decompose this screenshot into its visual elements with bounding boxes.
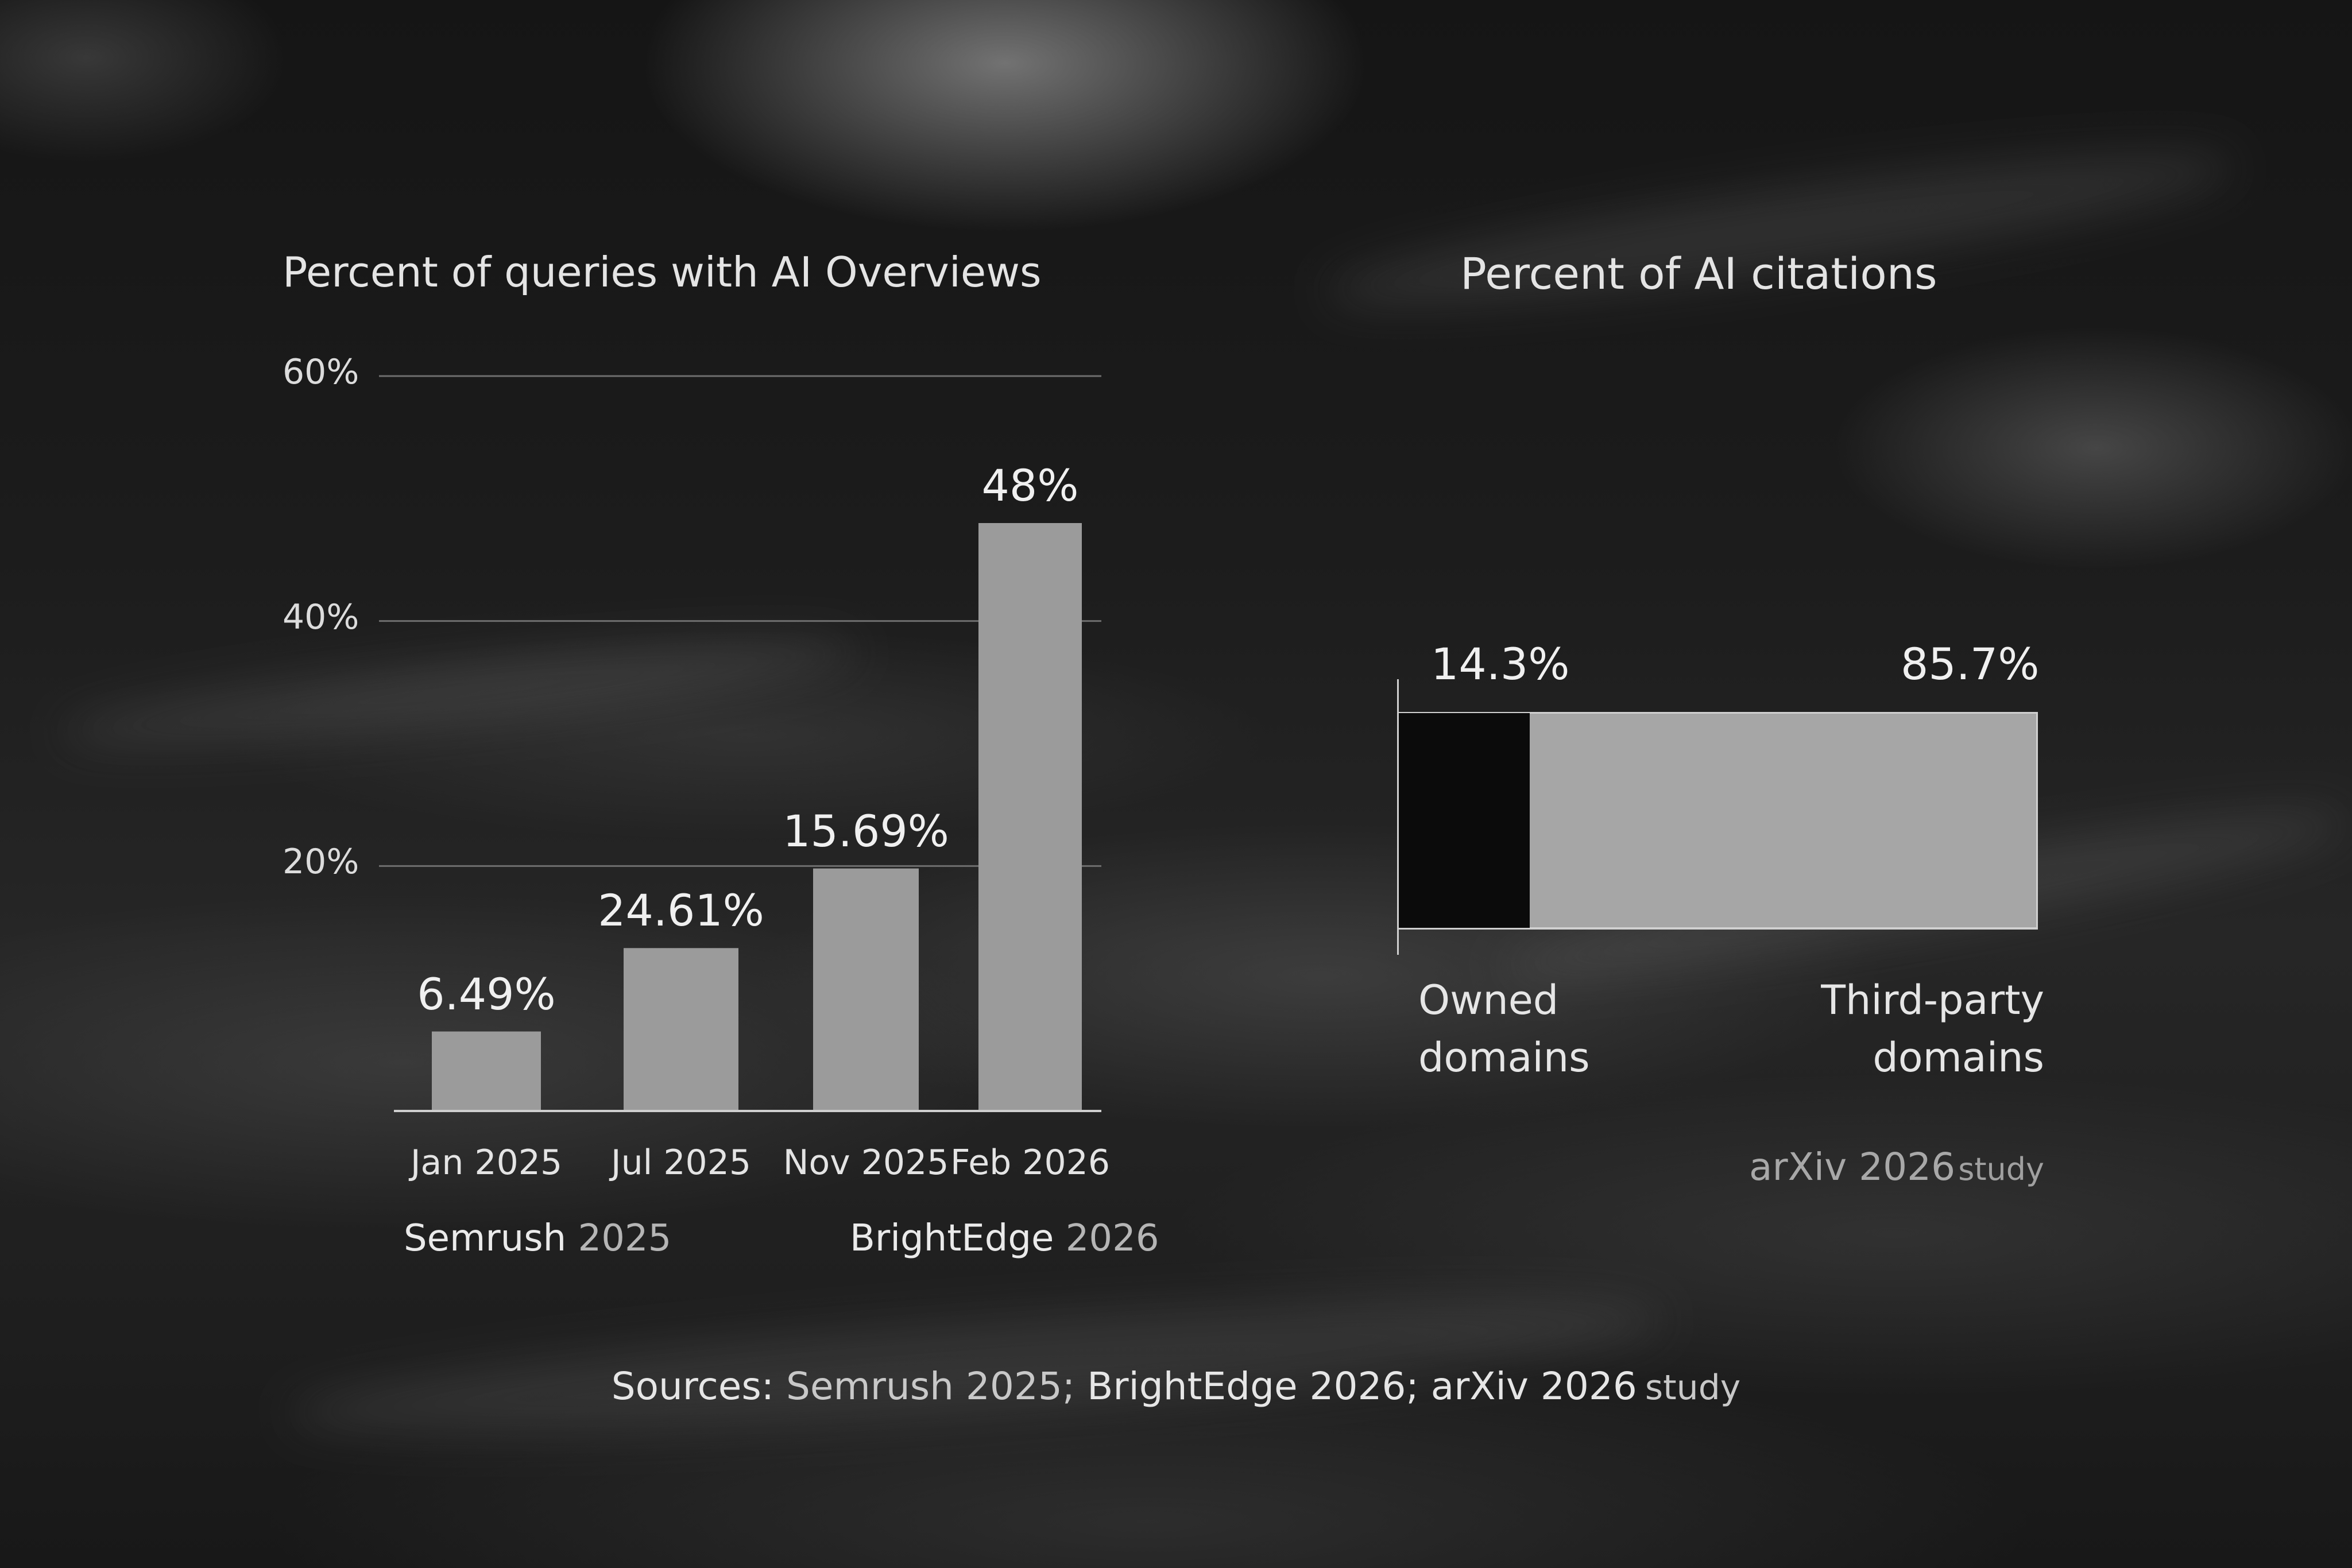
- bar-data-label: 6.49%: [417, 968, 556, 1020]
- left-chart-title: Percent of queries with AI Overviews: [283, 248, 1042, 296]
- x-tick-label: Jan 2025: [410, 1143, 563, 1183]
- source-brightedge: BrightEdge 2026: [850, 1217, 1159, 1260]
- source-suffix: study: [1958, 1151, 2044, 1187]
- stacked-bar-top-edge: [1399, 712, 2038, 713]
- x-tick-label: Jul 2025: [610, 1143, 752, 1183]
- third-party-domains-segment: [1530, 712, 2038, 929]
- stacked-bar-bottom-edge: [1399, 928, 2038, 930]
- x-tick-label: Nov 2025: [783, 1143, 949, 1183]
- owned-domains-label: Owned domains: [1418, 971, 1590, 1086]
- y-tick-label: 60%: [283, 352, 359, 392]
- right-chart-title: Percent of AI citations: [1460, 248, 1937, 299]
- owned-line-1: Owned: [1418, 977, 1559, 1024]
- stacked-bar: [1399, 712, 2038, 929]
- bar-data-label: 15.69%: [783, 805, 949, 857]
- source-name: Semrush: [404, 1217, 567, 1260]
- third-party-percent-label: 85.7%: [1901, 638, 2040, 690]
- owned-percent-label: 14.3%: [1431, 638, 1570, 690]
- bar-data-label: 24.61%: [598, 885, 764, 936]
- y-tick-label: 20%: [283, 842, 359, 882]
- owned-line-2: domains: [1418, 1034, 1590, 1081]
- footer-source-3-suffix: study: [1645, 1368, 1741, 1408]
- source-name: arXiv 2026: [1749, 1145, 1956, 1189]
- x-tick-label: Feb 2026: [950, 1143, 1110, 1183]
- bars: [432, 523, 1082, 1111]
- footer-sources: Sources: Semrush 2025; BrightEdge 2026; …: [0, 1364, 2352, 1408]
- source-name: BrightEdge: [850, 1217, 1054, 1260]
- owned-domains-segment: [1399, 712, 1530, 929]
- bar-feb-2026: [978, 523, 1082, 1111]
- third-party-line-1: Third-party: [1821, 977, 2044, 1024]
- source-year: 2025: [578, 1217, 672, 1260]
- source-year: 2026: [1065, 1217, 1159, 1260]
- bar-nov-2025: [813, 868, 919, 1111]
- stacked-bar-axis: [1397, 679, 1399, 955]
- third-party-domains-label: Third-party domains: [1780, 971, 2044, 1086]
- third-party-line-2: domains: [1873, 1034, 2044, 1081]
- footer-source-2: BrightEdge 2026;: [1087, 1364, 1419, 1408]
- bar-data-label: 48%: [981, 460, 1079, 511]
- bar-jan-2025: [432, 1031, 541, 1111]
- footer-source-1: Semrush 2025;: [786, 1364, 1076, 1408]
- footer-prefix: Sources:: [611, 1364, 774, 1408]
- footer-source-3: arXiv 2026: [1430, 1364, 1637, 1408]
- y-tick-label: 40%: [283, 597, 359, 637]
- right-chart-source: arXiv 2026 study: [1665, 1145, 2044, 1189]
- source-semrush: Semrush 2025: [404, 1217, 671, 1260]
- bar-jul-2025: [624, 948, 738, 1111]
